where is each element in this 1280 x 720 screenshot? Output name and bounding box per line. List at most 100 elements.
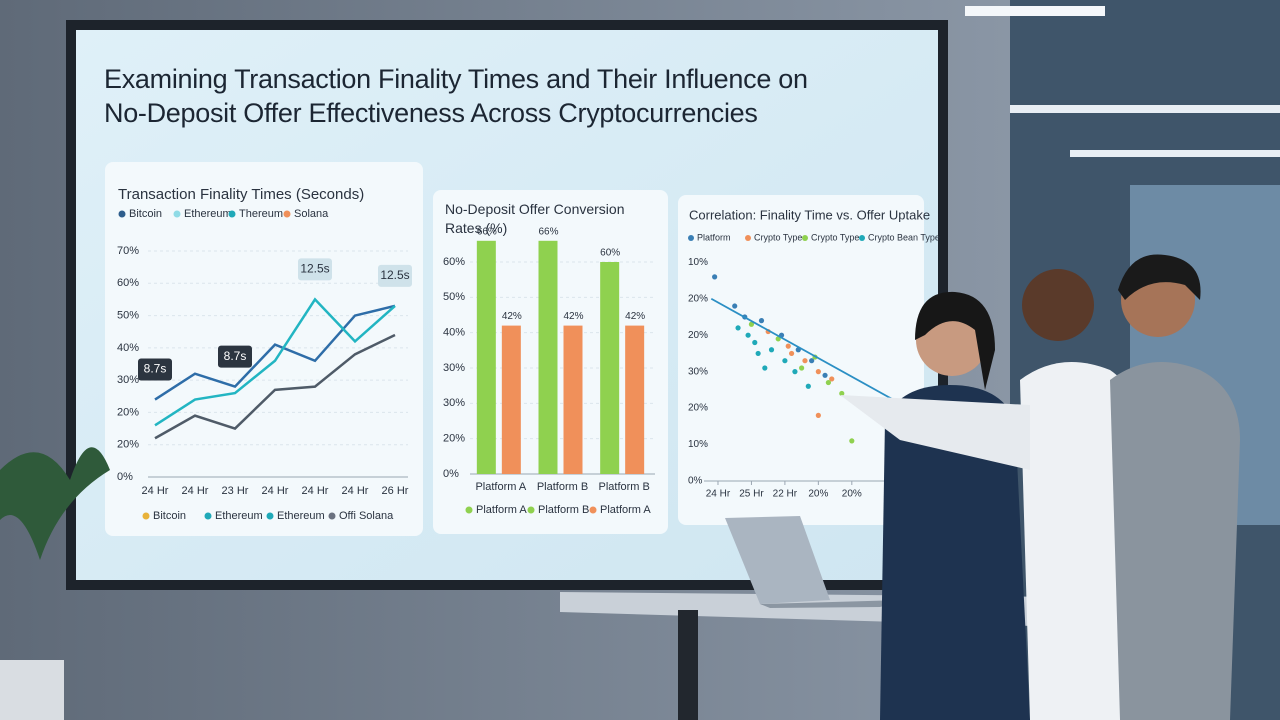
plant-pot (0, 660, 64, 720)
person-head (1022, 269, 1094, 341)
point (755, 350, 761, 357)
legend-swatch (802, 235, 808, 241)
series-line (154, 304, 396, 401)
legend-label: Bitcoin (129, 208, 162, 220)
y-tick-label: 20% (688, 330, 708, 341)
ceiling-light (1010, 105, 1280, 113)
series-line (154, 297, 396, 427)
laptop-base (760, 600, 905, 608)
point (768, 347, 775, 353)
bar (563, 325, 583, 474)
y-tick-label: 50% (443, 291, 465, 303)
legend-label: Crypto Type (754, 232, 802, 242)
annotation: 12.5s (380, 268, 409, 282)
chart-title: Correlation: Finality Time vs. Offer Upt… (689, 207, 930, 222)
chart-title: Transaction Finality Times (Seconds) (118, 186, 364, 203)
y-tick-label: 20% (443, 433, 465, 445)
point (712, 274, 718, 280)
x-tick-label: 24 Hr (142, 485, 169, 497)
legend-label: Platform A (600, 504, 651, 516)
bar (476, 240, 496, 474)
series-line (154, 333, 396, 440)
legend-label: Ethereum (215, 510, 263, 522)
legend-swatch (142, 512, 150, 520)
title-line: No-Deposit Offer Effectiveness Across Cr… (104, 98, 758, 128)
legend-swatch (173, 210, 181, 218)
bar (538, 240, 558, 474)
x-tick-label: 24 Hr (302, 485, 329, 497)
x-tick-label: 24 Hr (706, 489, 731, 500)
legend-label: Crypto Bean Type (868, 232, 940, 242)
value-label: 42% (625, 311, 645, 322)
desk-leg (678, 610, 698, 720)
point (745, 332, 751, 338)
legend-swatch (118, 210, 126, 218)
annotation: 8.7s (224, 349, 247, 363)
laptop-screen (725, 516, 830, 604)
y-tick-label: 70% (117, 245, 139, 257)
point (782, 358, 788, 364)
legend-swatch (589, 506, 597, 514)
person-woman (880, 385, 1030, 720)
x-tick-label: Platform B (598, 481, 649, 493)
point (748, 321, 755, 327)
point (762, 365, 768, 371)
legend-label: Crypto Type (811, 232, 859, 242)
person-hair (915, 291, 995, 390)
point (802, 358, 808, 364)
person-man (1020, 362, 1140, 720)
legend-label: Thereum (239, 208, 283, 220)
y-tick-label: 40% (117, 342, 139, 354)
point (839, 390, 845, 397)
x-tick-label: 24 Hr (262, 485, 289, 497)
point (829, 376, 835, 382)
x-tick-label: 26 Hr (382, 485, 409, 497)
legend-label: Ethereum (184, 208, 232, 220)
point (809, 358, 815, 364)
annotation-box (298, 258, 332, 281)
y-tick-label: 0% (443, 468, 459, 480)
panel (105, 162, 423, 536)
y-tick-label: 30% (688, 366, 708, 377)
y-tick-label: 10% (688, 257, 708, 268)
value-label: 42% (563, 311, 583, 322)
x-tick-label: 22 Hr (773, 489, 798, 500)
legend-swatch (266, 512, 274, 520)
legend-label: Platform (697, 232, 731, 242)
legend-label: Bitcoin (153, 510, 186, 522)
y-tick-label: 20% (688, 293, 708, 304)
person-hair (1118, 254, 1201, 300)
y-tick-label: 60% (117, 277, 139, 289)
legend-swatch (204, 512, 212, 520)
annotation: 12.5s (300, 262, 329, 276)
x-tick-label: 25 Hr (739, 489, 764, 500)
point (785, 343, 791, 349)
y-tick-label: 0% (688, 476, 703, 487)
point (805, 383, 811, 389)
point (815, 412, 821, 418)
point (752, 339, 758, 346)
y-tick-label: 30% (443, 362, 465, 374)
x-tick-label: 24 Hr (182, 485, 209, 497)
legend-swatch (283, 210, 291, 218)
y-tick-label: 50% (117, 309, 139, 321)
point (732, 303, 738, 309)
plant (0, 447, 110, 560)
y-tick-label: 30% (443, 397, 465, 409)
value-label: 66% (538, 226, 558, 237)
value-label: 60% (600, 248, 620, 259)
y-tick-label: 30% (117, 374, 139, 386)
charts: Transaction Finality Times (Seconds) Bitc… (117, 186, 940, 522)
point (799, 365, 805, 371)
person-man (1110, 362, 1240, 720)
bar (600, 262, 620, 474)
point (825, 379, 831, 386)
x-tick-label: 24 Hr (342, 485, 369, 497)
y-tick-label: 40% (443, 327, 465, 339)
pointing-arm (840, 395, 1030, 470)
legend-label: Platform A (476, 504, 527, 516)
x-tick-label: 20% (842, 489, 862, 500)
trend-line (710, 297, 896, 402)
legend-swatch (745, 235, 751, 241)
